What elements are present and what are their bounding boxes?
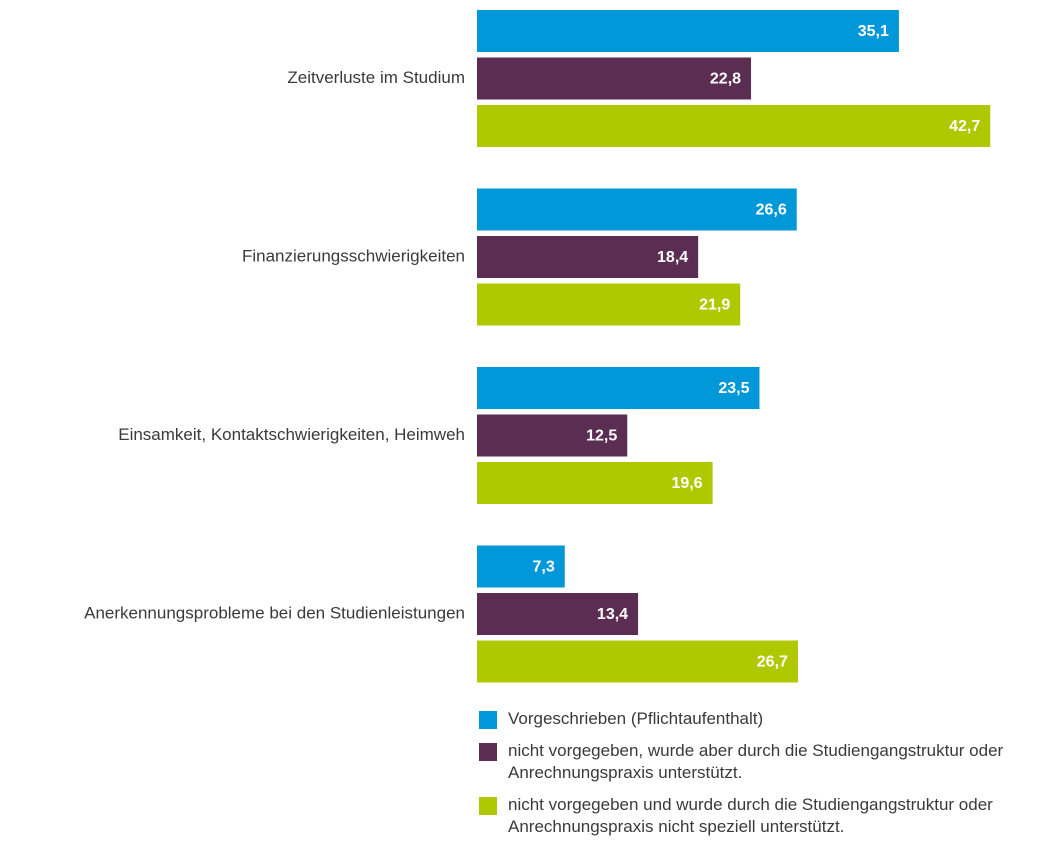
bar <box>477 640 798 683</box>
bar <box>477 283 741 326</box>
bar <box>477 462 713 504</box>
bar <box>477 593 639 635</box>
legend-swatch <box>479 743 497 761</box>
value-label: 19,6 <box>671 475 702 492</box>
value-label: 42,7 <box>949 118 980 135</box>
bar <box>477 545 565 588</box>
legend-swatch <box>479 711 497 729</box>
bar <box>477 105 991 147</box>
value-label: 21,9 <box>699 297 730 314</box>
legend-label: nicht vorgegeben, wurde aber durch die S… <box>508 741 1004 782</box>
bar <box>477 57 752 100</box>
value-label: 7,3 <box>532 559 554 576</box>
bar <box>477 367 760 409</box>
value-label: 22,8 <box>710 71 741 88</box>
bar <box>477 10 899 52</box>
category-label: Zeitverluste im Studium <box>287 68 465 87</box>
bar <box>477 414 628 457</box>
value-label: 18,4 <box>657 249 688 266</box>
legend-label: Vorgeschrieben (Pflichtaufenthalt) <box>508 709 764 728</box>
category-label: Einsamkeit, Kontaktschwierigkeiten, Heim… <box>118 425 465 444</box>
legend-item: Vorgeschrieben (Pflichtaufenthalt) <box>479 708 1054 730</box>
value-label: 13,4 <box>597 606 628 623</box>
value-label: 26,6 <box>756 202 787 219</box>
value-label: 12,5 <box>586 428 617 445</box>
bar <box>477 236 699 278</box>
bar <box>477 188 797 231</box>
plot: Zeitverluste im Studium 35,1 22,8 42,7 Finan… <box>84 10 991 683</box>
value-label: 35,1 <box>858 23 889 40</box>
category-label: Anerkennungsprobleme bei den Studienleis… <box>84 603 465 622</box>
legend-item: nicht vorgegeben und wurde durch die Stu… <box>479 794 1054 838</box>
category-label: Finanzierungsschwierigkeiten <box>242 246 465 265</box>
legend-label: nicht vorgegeben und wurde durch die Stu… <box>508 795 993 836</box>
legend: Vorgeschrieben (Pflichtaufenthalt) nicht … <box>479 708 1054 848</box>
value-label: 26,7 <box>757 654 788 671</box>
legend-item: nicht vorgegeben, wurde aber durch die S… <box>479 740 1054 784</box>
value-label: 23,5 <box>718 380 749 397</box>
legend-swatch <box>479 797 497 815</box>
